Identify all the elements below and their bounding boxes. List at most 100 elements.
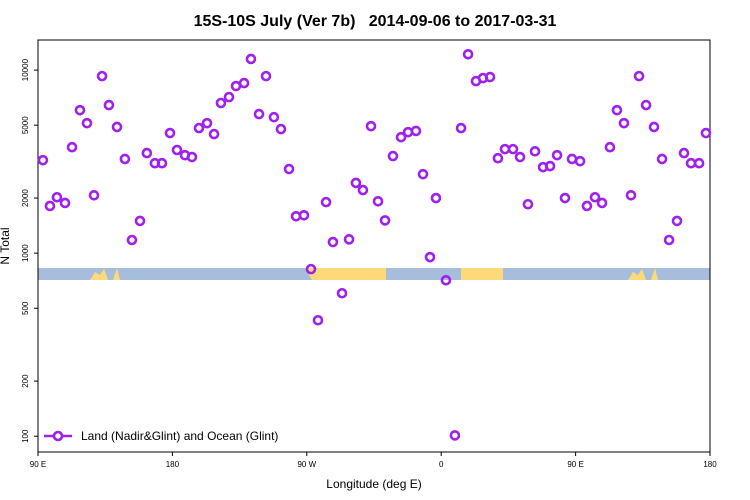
point bbox=[350, 177, 362, 189]
y-tick-label: 5000 bbox=[21, 116, 30, 134]
point bbox=[365, 120, 377, 132]
point bbox=[693, 157, 705, 169]
point bbox=[215, 97, 227, 109]
point bbox=[253, 108, 265, 120]
point bbox=[648, 121, 660, 133]
point bbox=[484, 71, 496, 83]
point bbox=[574, 155, 586, 167]
point bbox=[260, 70, 272, 82]
point bbox=[186, 151, 198, 163]
point bbox=[544, 160, 556, 172]
point bbox=[611, 104, 623, 116]
point bbox=[581, 200, 593, 212]
point bbox=[492, 152, 504, 164]
chart-title: 15S-10S July (Ver 7b) 2014-09-06 to 2017… bbox=[194, 13, 557, 30]
point bbox=[618, 117, 630, 129]
point bbox=[141, 147, 153, 159]
point bbox=[320, 196, 332, 208]
x-tick-label: 90 W bbox=[297, 460, 316, 469]
y-tick-label: 500 bbox=[21, 301, 30, 315]
point bbox=[126, 234, 138, 246]
point bbox=[656, 153, 668, 165]
point bbox=[700, 127, 712, 139]
point bbox=[119, 153, 131, 165]
x-tick-label: 0 bbox=[439, 460, 444, 469]
point bbox=[671, 215, 683, 227]
point bbox=[357, 184, 369, 196]
y-tick-label: 2000 bbox=[21, 189, 30, 207]
point bbox=[559, 192, 571, 204]
point bbox=[171, 144, 183, 156]
y-tick-label: 200 bbox=[21, 374, 30, 388]
point bbox=[193, 122, 205, 134]
point bbox=[395, 131, 407, 143]
plot-frame bbox=[37, 39, 711, 453]
point bbox=[449, 430, 461, 441]
point bbox=[633, 70, 645, 82]
x-tick-label: 180 bbox=[166, 460, 180, 469]
x-axis-label: Longitude (deg E) bbox=[326, 477, 421, 491]
point bbox=[604, 141, 616, 153]
x-tick-label: 180 bbox=[703, 460, 717, 469]
point bbox=[74, 104, 86, 116]
point bbox=[379, 215, 391, 226]
point bbox=[37, 154, 49, 166]
point bbox=[245, 53, 257, 65]
x-tick-label: 90 E bbox=[567, 460, 583, 469]
point bbox=[275, 123, 287, 135]
point bbox=[336, 287, 348, 299]
y-tick-label: 10000 bbox=[21, 58, 30, 81]
point bbox=[201, 117, 213, 129]
point bbox=[424, 251, 436, 263]
point bbox=[298, 209, 310, 221]
point bbox=[44, 200, 56, 212]
point bbox=[81, 117, 93, 129]
point bbox=[529, 146, 541, 157]
point bbox=[387, 150, 399, 162]
point bbox=[51, 191, 63, 203]
legend-marker bbox=[52, 430, 64, 442]
point bbox=[283, 163, 295, 175]
point bbox=[208, 128, 220, 140]
point bbox=[596, 197, 608, 209]
point bbox=[462, 48, 474, 60]
point bbox=[589, 191, 601, 203]
point bbox=[59, 197, 71, 209]
point bbox=[410, 125, 422, 137]
point bbox=[522, 198, 534, 210]
point bbox=[305, 263, 317, 275]
legend-label: Land (Nadir&Glint) and Ocean (Glint) bbox=[81, 429, 278, 443]
point bbox=[372, 195, 384, 207]
point bbox=[663, 234, 675, 246]
point bbox=[88, 190, 100, 201]
point bbox=[134, 215, 146, 227]
point bbox=[238, 77, 250, 89]
point bbox=[551, 149, 563, 161]
y-axis-label: N Total bbox=[0, 227, 12, 264]
point bbox=[66, 141, 78, 153]
point bbox=[164, 127, 176, 139]
point bbox=[440, 274, 452, 286]
point bbox=[430, 192, 442, 204]
point bbox=[455, 122, 467, 134]
y-tick-label: 1000 bbox=[21, 244, 30, 262]
point bbox=[678, 147, 690, 159]
point bbox=[96, 70, 108, 82]
point bbox=[103, 99, 115, 111]
point bbox=[514, 151, 526, 163]
x-tick-label: 90 E bbox=[30, 460, 46, 469]
y-tick-label: 100 bbox=[21, 429, 30, 443]
point bbox=[507, 143, 519, 155]
point bbox=[268, 111, 280, 123]
point bbox=[417, 168, 429, 180]
point bbox=[625, 190, 637, 201]
point bbox=[312, 314, 324, 326]
surface-strip bbox=[38, 268, 710, 280]
point bbox=[327, 236, 339, 248]
point bbox=[111, 121, 123, 133]
point bbox=[223, 91, 235, 103]
point bbox=[640, 99, 652, 111]
point bbox=[343, 234, 355, 245]
point bbox=[156, 157, 168, 169]
